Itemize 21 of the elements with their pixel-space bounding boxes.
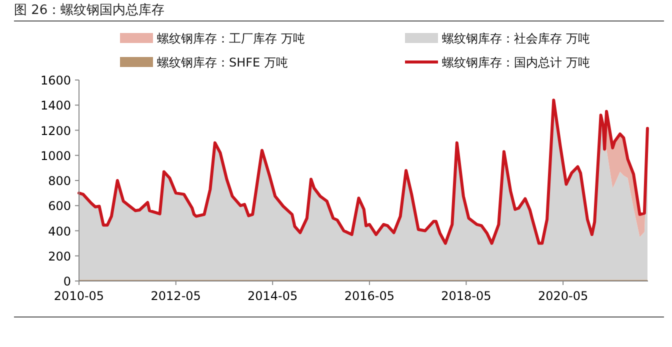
y-tick-label: 800 — [48, 174, 71, 188]
legend-label: 螺纹钢库存：SHFE 万吨 — [157, 56, 288, 70]
y-tick-label: 200 — [48, 249, 71, 264]
y-tick-label: 0 — [63, 274, 71, 288]
legend-label: 螺纹钢库存：社会库存 万吨 — [442, 32, 590, 46]
line-series — [78, 98, 649, 245]
x-tick-label: 2018-05 — [441, 289, 492, 303]
chart-title: 图 26：螺纹钢国内总库存 — [14, 3, 165, 18]
y-tick-label: 1000 — [40, 148, 71, 163]
y-tick-label: 600 — [48, 199, 71, 214]
y-tick-label: 1600 — [40, 74, 71, 88]
x-tick-label: 2012-05 — [150, 289, 201, 303]
legend-label: 螺纹钢库存：国内总计 万吨 — [442, 56, 590, 70]
y-tick-label: 1200 — [40, 124, 71, 138]
x-tick-label: 2014-05 — [248, 289, 298, 303]
y-tick-label: 400 — [48, 224, 71, 238]
x-tick-label: 2016-05 — [344, 289, 395, 303]
x-tick-label: 2020-05 — [538, 289, 588, 303]
x-tick-label: 2010-05 — [54, 289, 104, 303]
y-tick-label: 1400 — [40, 98, 71, 113]
legend-label: 螺纹钢库存：工厂库存 万吨 — [157, 32, 305, 46]
